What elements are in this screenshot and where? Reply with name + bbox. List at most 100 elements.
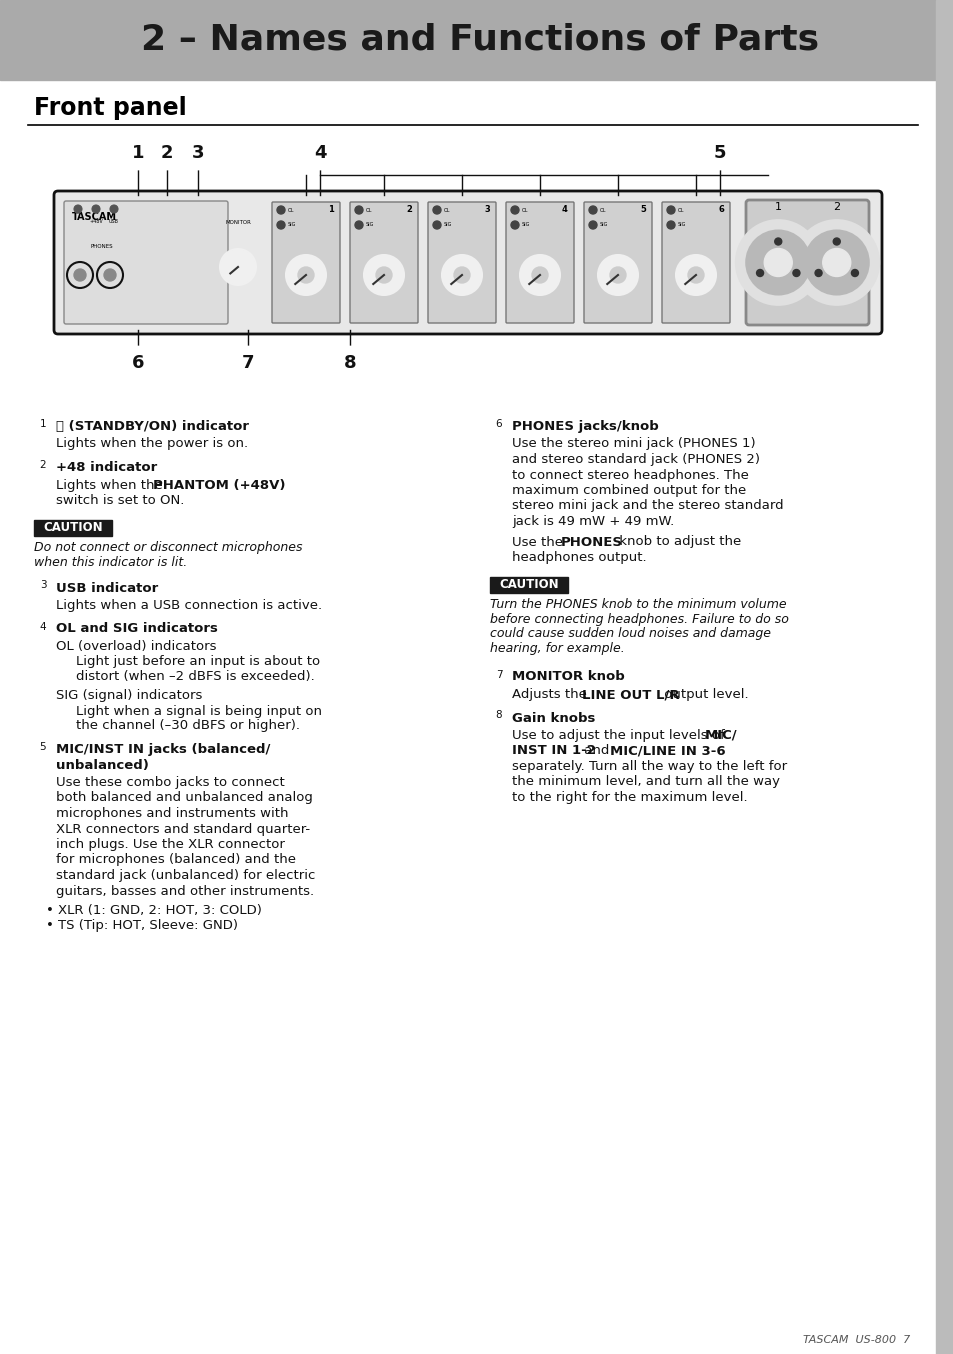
Circle shape <box>804 230 868 295</box>
Text: 4: 4 <box>561 206 567 214</box>
Circle shape <box>687 267 703 283</box>
Text: 3: 3 <box>192 144 204 162</box>
Circle shape <box>588 221 597 229</box>
Circle shape <box>74 269 86 282</box>
Text: CAUTION: CAUTION <box>43 521 103 533</box>
Text: OL: OL <box>599 207 606 213</box>
Bar <box>34 520 112 535</box>
Circle shape <box>756 269 762 276</box>
Text: switch is set to ON.: switch is set to ON. <box>56 494 184 506</box>
Text: PHONES jacks/knob: PHONES jacks/knob <box>512 420 659 433</box>
Circle shape <box>490 666 507 684</box>
Text: knob to adjust the: knob to adjust the <box>615 535 740 548</box>
Circle shape <box>74 204 82 213</box>
Circle shape <box>774 238 781 245</box>
Text: the minimum level, and turn all the way: the minimum level, and turn all the way <box>512 776 780 788</box>
Text: and: and <box>579 745 613 757</box>
Circle shape <box>286 255 326 295</box>
Text: 1: 1 <box>774 202 781 213</box>
Text: 2 – Names and Functions of Parts: 2 – Names and Functions of Parts <box>141 23 819 57</box>
Circle shape <box>850 269 858 276</box>
FancyBboxPatch shape <box>661 202 729 324</box>
Text: 2: 2 <box>161 144 173 162</box>
Text: 6: 6 <box>496 418 502 429</box>
Text: jack is 49 mW + 49 mW.: jack is 49 mW + 49 mW. <box>512 515 674 528</box>
Text: standard jack (unbalanced) for electric: standard jack (unbalanced) for electric <box>56 869 315 881</box>
Text: OL: OL <box>678 207 684 213</box>
Text: Use the stereo mini jack (PHONES 1): Use the stereo mini jack (PHONES 1) <box>512 437 755 451</box>
Bar <box>935 0 953 1354</box>
Text: to the right for the maximum level.: to the right for the maximum level. <box>512 791 747 804</box>
Text: both balanced and unbalanced analog: both balanced and unbalanced analog <box>56 792 313 804</box>
Text: Do not connect or disconnect microphones: Do not connect or disconnect microphones <box>34 542 302 555</box>
Text: XLR (1: GND, 2: HOT, 3: COLD): XLR (1: GND, 2: HOT, 3: COLD) <box>58 904 262 917</box>
Text: OL and SIG indicators: OL and SIG indicators <box>56 623 217 635</box>
Text: when this indicator is lit.: when this indicator is lit. <box>34 556 187 569</box>
Text: OL: OL <box>521 207 528 213</box>
Text: MONITOR knob: MONITOR knob <box>512 670 624 684</box>
Circle shape <box>364 255 403 295</box>
Circle shape <box>736 221 820 305</box>
FancyBboxPatch shape <box>745 200 868 325</box>
Text: output level.: output level. <box>659 688 748 701</box>
Text: inch plugs. Use the XLR connector: inch plugs. Use the XLR connector <box>56 838 285 852</box>
FancyBboxPatch shape <box>272 202 339 324</box>
Text: •: • <box>46 919 53 933</box>
Circle shape <box>433 221 440 229</box>
Circle shape <box>703 137 735 169</box>
Circle shape <box>355 221 363 229</box>
Circle shape <box>609 267 625 283</box>
Text: Gain knobs: Gain knobs <box>512 711 595 724</box>
Text: PHONES: PHONES <box>91 245 113 249</box>
Text: INST IN 1-2: INST IN 1-2 <box>512 745 596 757</box>
Circle shape <box>519 255 559 295</box>
Text: MIC/LINE IN 3-6: MIC/LINE IN 3-6 <box>609 745 725 757</box>
Text: guitars, basses and other instruments.: guitars, basses and other instruments. <box>56 884 314 898</box>
Text: 8: 8 <box>343 353 355 372</box>
Text: OL (overload) indicators: OL (overload) indicators <box>56 640 216 653</box>
Text: SIG: SIG <box>599 222 608 227</box>
Circle shape <box>34 577 52 594</box>
Text: 2: 2 <box>406 206 412 214</box>
Text: for microphones (balanced) and the: for microphones (balanced) and the <box>56 853 295 867</box>
Text: maximum combined output for the: maximum combined output for the <box>512 483 745 497</box>
Text: PHANTOM (+48V): PHANTOM (+48V) <box>152 478 285 492</box>
Text: 4: 4 <box>40 621 47 631</box>
Text: 6: 6 <box>132 353 144 372</box>
Circle shape <box>276 221 285 229</box>
Circle shape <box>745 230 809 295</box>
Circle shape <box>490 707 507 724</box>
Text: the channel (–30 dBFS or higher).: the channel (–30 dBFS or higher). <box>76 719 299 733</box>
Circle shape <box>276 206 285 214</box>
Text: 3: 3 <box>483 206 489 214</box>
Circle shape <box>490 414 507 433</box>
Text: 5: 5 <box>713 144 725 162</box>
Text: Lights when the power is on.: Lights when the power is on. <box>56 437 248 451</box>
Text: Use these combo jacks to connect: Use these combo jacks to connect <box>56 776 284 789</box>
FancyBboxPatch shape <box>350 202 417 324</box>
Circle shape <box>598 255 638 295</box>
Text: SIG: SIG <box>678 222 685 227</box>
Text: 6: 6 <box>718 206 723 214</box>
Text: 5: 5 <box>40 742 47 751</box>
FancyBboxPatch shape <box>583 202 651 324</box>
Text: 7: 7 <box>496 669 502 680</box>
Text: TASCAM: TASCAM <box>71 213 117 222</box>
Circle shape <box>104 269 116 282</box>
Circle shape <box>151 137 183 169</box>
Text: SIG (signal) indicators: SIG (signal) indicators <box>56 689 202 703</box>
Text: PHONES: PHONES <box>560 535 622 548</box>
Text: XLR connectors and standard quarter-: XLR connectors and standard quarter- <box>56 822 310 835</box>
Text: 8: 8 <box>496 711 502 720</box>
Text: 1: 1 <box>132 144 144 162</box>
Text: USB: USB <box>109 219 119 223</box>
Text: TS (Tip: HOT, Sleeve: GND): TS (Tip: HOT, Sleeve: GND) <box>58 919 237 933</box>
Text: ⏻ (STANDBY/ON) indicator: ⏻ (STANDBY/ON) indicator <box>56 420 249 433</box>
Text: 7: 7 <box>241 353 254 372</box>
Circle shape <box>34 617 52 635</box>
Text: Turn the PHONES knob to the minimum volume: Turn the PHONES knob to the minimum volu… <box>490 598 786 612</box>
Text: Adjusts the: Adjusts the <box>512 688 591 701</box>
Circle shape <box>334 347 366 379</box>
Circle shape <box>511 206 518 214</box>
Text: 2: 2 <box>40 460 47 470</box>
